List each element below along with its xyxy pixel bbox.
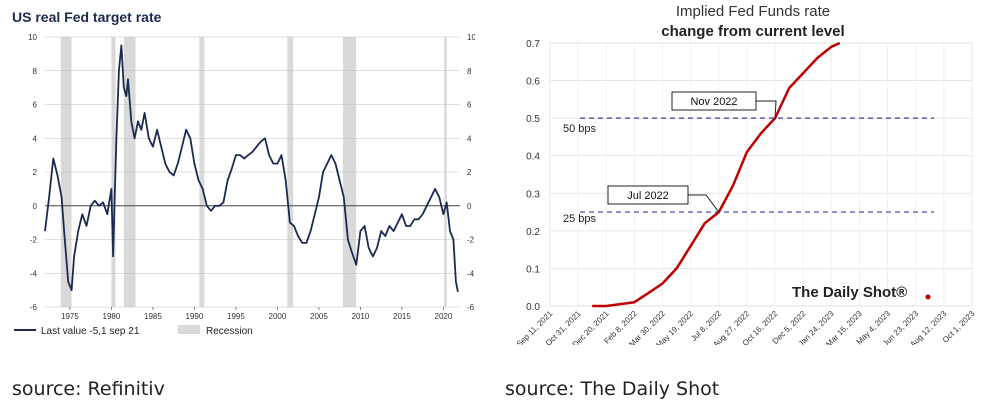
left-source-caption: source: Refinitiv [12, 378, 165, 400]
chart-title: US real Fed target rate [12, 9, 162, 25]
x-tick-label: 1990 [186, 312, 204, 321]
y-tick-label-left: 10 [28, 33, 37, 42]
legend-recession-swatch [178, 325, 200, 334]
annotation-leader [688, 194, 720, 213]
x-tick-label: 2020 [435, 312, 453, 321]
y-tick-label-left: 4 [33, 134, 38, 143]
y-tick-label-right: 0 [467, 202, 472, 211]
watermark-dot [925, 294, 931, 300]
x-tick-label: 1985 [144, 312, 162, 321]
right-source-caption: source: The Daily Shot [505, 378, 720, 400]
chart-subtitle: change from current level [661, 23, 844, 40]
us-real-fed-rate-chart: US real Fed target rate -6 -6 -4 -4 -2 -2 0 0 2 2 4… [12, 9, 476, 337]
annotation-label: Nov 2022 [690, 96, 737, 108]
reference-line-label: 25 bps [563, 213, 597, 225]
y-tick-label-left: -2 [30, 236, 38, 245]
annotation-box [607, 185, 689, 205]
legend-line-label: Last value -5,1 sep 21 [41, 326, 140, 337]
y-tick-label-left: 2 [33, 168, 38, 177]
y-tick-label: 0.3 [526, 189, 540, 200]
y-tick-label: 0.0 [526, 302, 540, 313]
y-tick-label-left: -6 [30, 303, 38, 312]
y-tick-label-right: 8 [467, 67, 472, 76]
y-tick-label-left: 8 [33, 67, 38, 76]
annotation-label: Jul 2022 [627, 190, 669, 202]
y-tick-label-left: -4 [30, 269, 38, 278]
y-tick-label-left: 0 [33, 202, 38, 211]
x-tick-label: 1975 [61, 312, 79, 321]
y-tick-label-right: 10 [467, 33, 475, 42]
y-tick-label: 0.6 [526, 77, 540, 88]
right-chart-panel: Implied Fed Funds rate change from curren… [500, 0, 1000, 350]
y-tick-label-right: -4 [467, 269, 475, 278]
y-tick-label: 0.1 [526, 264, 540, 275]
y-tick-label-right: -6 [467, 303, 475, 312]
y-tick-label-right: 6 [467, 101, 472, 110]
y-tick-label: 0.4 [526, 152, 540, 163]
implied-rate-line [592, 41, 841, 308]
y-tick-label-right: 2 [467, 168, 472, 177]
real-fed-rate-line [44, 44, 459, 292]
plot-frame [549, 42, 973, 307]
x-tick-label: 2005 [310, 312, 328, 321]
annotation-leader [756, 100, 777, 119]
reference-line-label: 50 bps [563, 123, 597, 135]
implied-fed-funds-chart: Implied Fed Funds rate change from curren… [515, 3, 977, 350]
x-tick-label: 1995 [227, 312, 245, 321]
chart-title: Implied Fed Funds rate [676, 3, 830, 20]
y-tick-label-right: 4 [467, 134, 472, 143]
annotation-box [671, 91, 757, 111]
y-tick-label: 0.2 [526, 227, 540, 238]
y-tick-label: 0.5 [526, 114, 540, 125]
y-tick-label-right: -2 [467, 236, 475, 245]
y-tick-label-left: 6 [33, 101, 38, 110]
x-tick-label: 2010 [352, 312, 370, 321]
x-tick-label: 2015 [393, 312, 411, 321]
legend-recession-label: Recession [206, 326, 253, 337]
x-tick-label: 1980 [103, 312, 121, 321]
y-tick-label: 0.7 [526, 39, 540, 50]
left-chart-panel: US real Fed target rate -6 -6 -4 -4 -2 -2 0 0 2 2 4… [0, 0, 476, 345]
watermark: The Daily Shot® [792, 284, 907, 301]
x-tick-label: 2000 [269, 312, 287, 321]
